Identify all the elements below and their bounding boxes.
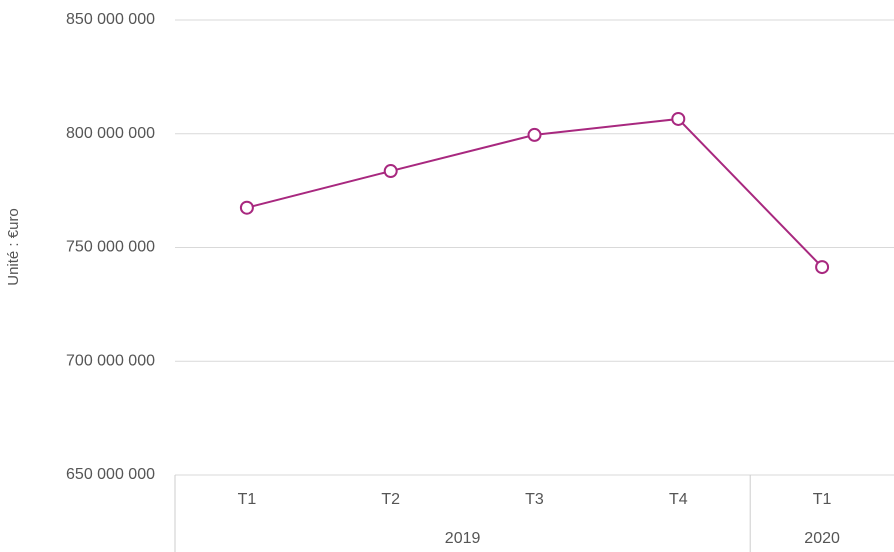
point (239, 200, 254, 215)
y-tick-label: 700 000 000 (66, 352, 155, 369)
point (815, 260, 830, 275)
x-tick-label: T4 (669, 491, 688, 508)
x-tick-label: T1 (238, 491, 257, 508)
y-tick-label: 800 000 000 (66, 125, 155, 142)
y-tick-label: 850 000 000 (66, 11, 155, 28)
y-axis-label: Unité : €uro (5, 208, 22, 286)
point (527, 127, 542, 142)
point (671, 111, 686, 126)
x-group-label: 2019 (445, 530, 481, 547)
x-tick-label: T3 (525, 491, 544, 508)
x-group-label: 2020 (804, 530, 840, 547)
y-tick-label: 650 000 000 (66, 466, 155, 483)
x-tick-label: T1 (813, 491, 832, 508)
y-tick-label: 750 000 000 (66, 239, 155, 256)
x-tick-label: T2 (381, 491, 400, 508)
point (383, 164, 398, 179)
